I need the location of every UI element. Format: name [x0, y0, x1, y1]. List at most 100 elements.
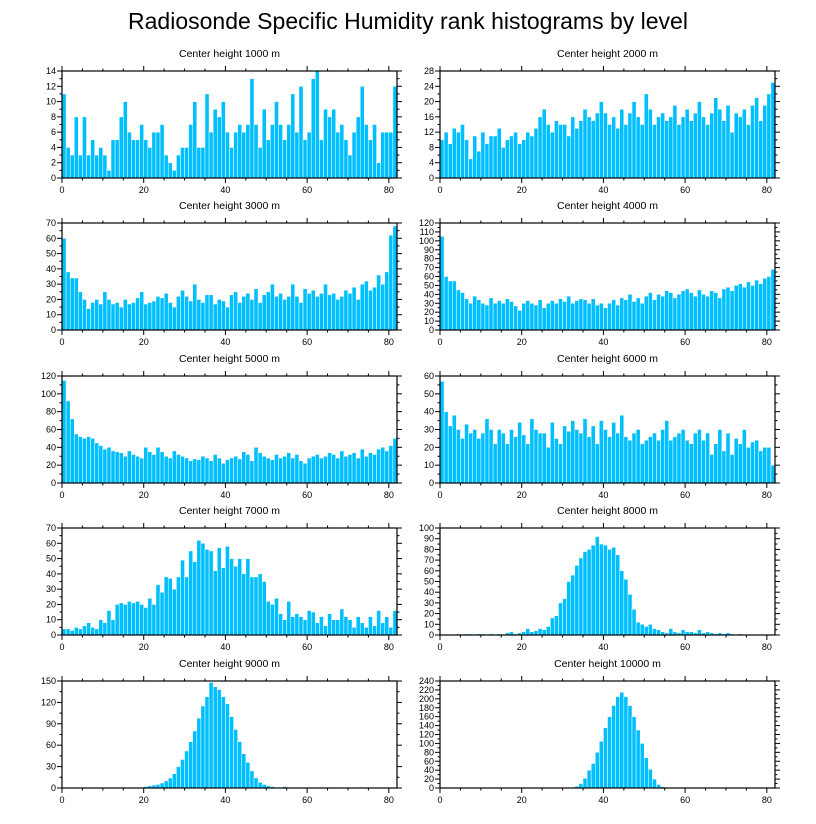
- histogram-bar: [172, 170, 177, 179]
- y-tick-label: 0: [51, 783, 56, 793]
- histogram-bar: [627, 294, 633, 331]
- histogram-bar: [359, 86, 365, 179]
- histogram-bar: [590, 425, 596, 484]
- histogram-bar: [188, 300, 193, 331]
- histogram-bar: [180, 147, 185, 179]
- x-tick-label: 60: [302, 490, 312, 500]
- histogram-bar: [225, 459, 230, 484]
- histogram-bar: [302, 619, 308, 636]
- histogram-bar: [529, 303, 535, 331]
- x-tick-label: 0: [59, 337, 64, 347]
- histogram-bar: [594, 443, 600, 484]
- y-tick-label: 110: [420, 227, 434, 237]
- histogram-bar: [310, 78, 316, 179]
- histogram-bar: [355, 116, 361, 179]
- histogram-bar: [693, 295, 698, 331]
- histogram-bar: [278, 613, 283, 636]
- histogram-bar: [192, 458, 198, 484]
- histogram-bar: [294, 613, 300, 636]
- histogram-bar: [566, 135, 571, 179]
- histogram-bar: [212, 570, 218, 636]
- histogram-bar: [384, 131, 390, 179]
- histogram-bar: [118, 116, 124, 179]
- histogram-bar: [480, 131, 486, 179]
- x-tick-label: 60: [680, 642, 690, 652]
- y-tick-label: 6: [51, 127, 56, 137]
- histogram-bar: [221, 101, 226, 179]
- histogram-bar: [143, 303, 149, 331]
- histogram-bar: [762, 447, 768, 484]
- histogram-bar: [188, 741, 193, 789]
- y-tick-label: 0: [429, 630, 434, 640]
- histogram-bar: [558, 443, 563, 484]
- histogram-bar: [770, 82, 776, 179]
- histogram-bar: [586, 769, 592, 789]
- x-tick-label: 0: [59, 795, 64, 805]
- histogram-bar: [98, 303, 104, 331]
- histogram-bar: [139, 124, 144, 179]
- y-tick-label: 70: [424, 263, 434, 273]
- histogram-bar: [94, 628, 100, 636]
- histogram-bar: [488, 429, 494, 484]
- y-tick-label: 60: [46, 740, 56, 750]
- y-tick-label: 0: [429, 478, 434, 488]
- histogram-bar: [335, 131, 341, 179]
- histogram-bar: [770, 269, 776, 331]
- histogram-bar: [388, 234, 394, 331]
- x-tick-label: 20: [139, 185, 149, 195]
- histogram-bar: [562, 124, 567, 179]
- histogram-bar: [347, 454, 353, 484]
- x-tick-label: 20: [517, 490, 527, 500]
- histogram-bar: [257, 302, 263, 331]
- histogram-bar: [90, 438, 95, 484]
- histogram-bar: [452, 414, 457, 484]
- histogram-bar: [102, 291, 108, 331]
- histogram-bar: [392, 610, 398, 636]
- histogram-bar: [578, 432, 584, 484]
- histogram-bar: [619, 108, 625, 179]
- histogram-bar: [631, 301, 637, 331]
- histogram-bar: [639, 624, 645, 636]
- histogram-bar: [61, 628, 67, 636]
- histogram-bar: [599, 740, 604, 789]
- histogram-bar: [335, 299, 341, 331]
- histogram-bar: [339, 124, 345, 179]
- histogram-bar: [364, 456, 369, 484]
- histogram-bar: [525, 443, 531, 484]
- y-tick-label: 2: [51, 158, 56, 168]
- histogram-bar: [364, 280, 369, 331]
- histogram-bar: [327, 116, 332, 179]
- histogram-bar: [310, 290, 316, 331]
- histogram-bar: [590, 120, 596, 179]
- histogram-bar: [648, 108, 653, 179]
- x-tick-label: 20: [139, 795, 149, 805]
- histogram-bar: [331, 293, 336, 331]
- histogram-bar: [754, 279, 759, 331]
- histogram-bar: [216, 689, 222, 789]
- histogram-bar: [208, 460, 214, 484]
- histogram-bar: [249, 576, 255, 636]
- histogram-bar: [545, 303, 551, 331]
- histogram-bar: [717, 108, 723, 179]
- histogram-bar: [603, 544, 608, 636]
- x-tick-label: 60: [680, 337, 690, 347]
- histogram-bar: [680, 290, 686, 331]
- y-tick-label: 12: [424, 127, 434, 137]
- histogram-bar: [155, 447, 161, 484]
- histogram-bar: [253, 447, 259, 484]
- histogram-bar: [656, 629, 661, 636]
- histogram-bar: [384, 271, 390, 331]
- histogram-bar: [586, 303, 592, 331]
- y-tick-label: 50: [424, 389, 434, 399]
- histogram-bar: [106, 170, 112, 179]
- histogram-bar: [335, 457, 341, 484]
- histogram-bar: [660, 429, 665, 484]
- histogram-bar: [372, 286, 377, 331]
- histogram-bar: [713, 443, 719, 484]
- histogram-bar: [578, 120, 584, 179]
- histogram-bar: [623, 299, 629, 331]
- y-tick-label: 100: [41, 389, 56, 399]
- histogram-bar: [270, 604, 275, 636]
- histogram-bar: [550, 300, 555, 331]
- histogram-bar: [627, 112, 633, 179]
